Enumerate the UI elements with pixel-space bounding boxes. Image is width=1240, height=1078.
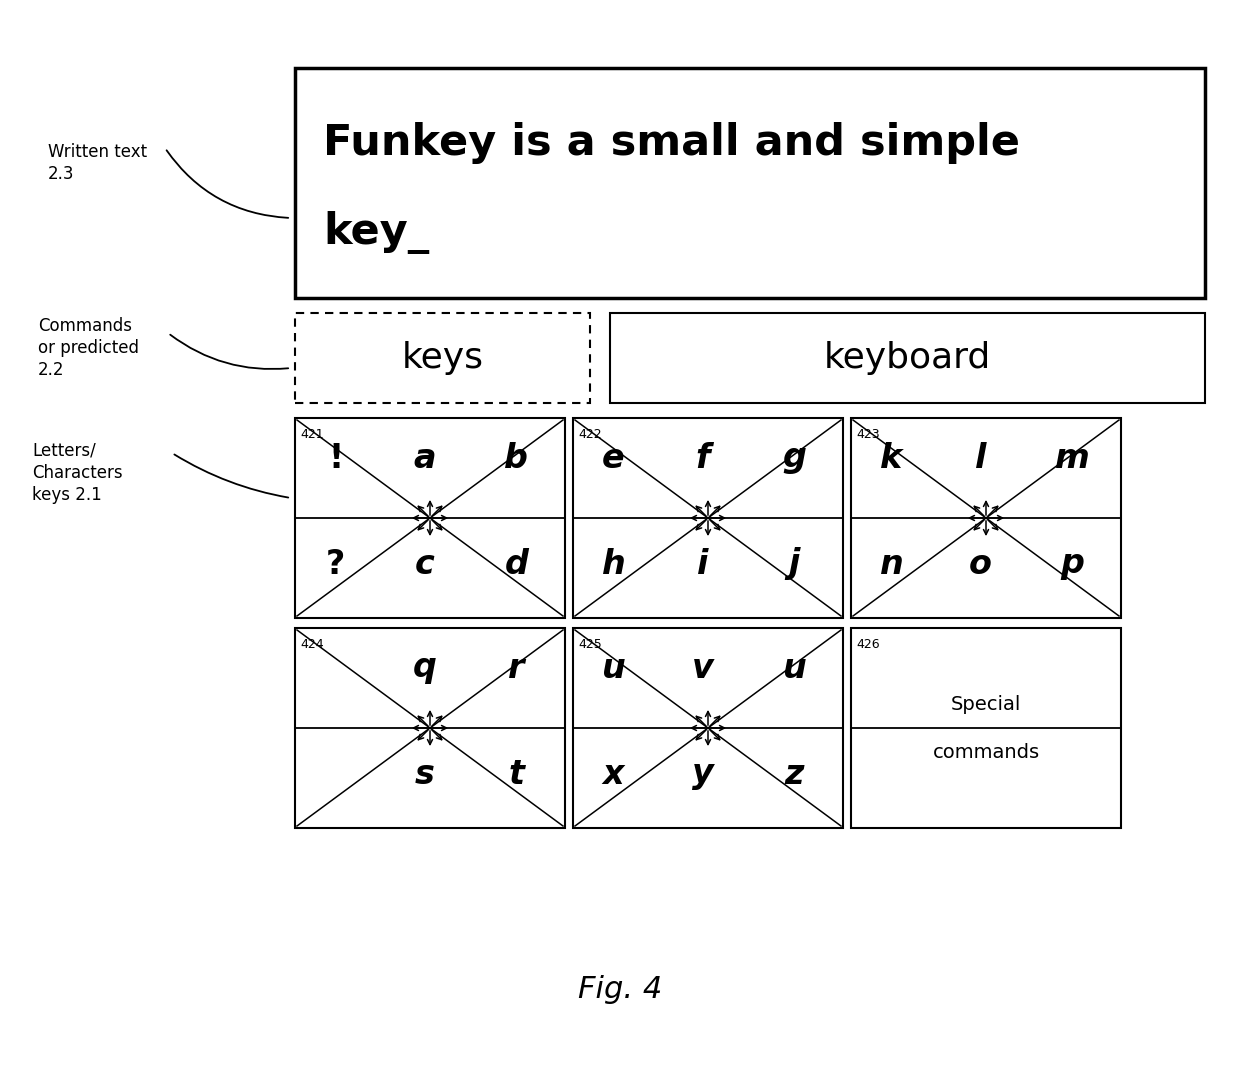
Text: b: b [505,442,528,474]
Bar [851,628,1121,828]
Text: d: d [505,548,528,580]
Bar [573,418,843,618]
Text: ?: ? [326,548,345,580]
Text: 422: 422 [578,428,601,441]
Text: Fig. 4: Fig. 4 [578,976,662,1005]
Text: 425: 425 [578,637,601,650]
Text: f: f [696,442,709,474]
Bar [295,628,565,828]
Text: keyboard: keyboard [823,341,991,375]
Text: 424: 424 [300,637,324,650]
FancyArrowPatch shape [175,455,288,498]
Text: 426: 426 [856,637,879,650]
Text: u: u [601,651,625,685]
Text: i: i [697,548,708,580]
Text: Commands
or predicted
2.2: Commands or predicted 2.2 [38,317,139,379]
Text: k: k [880,442,903,474]
Text: keys: keys [402,341,484,375]
Bar [610,313,1205,403]
Text: m: m [1055,442,1090,474]
Text: l: l [975,442,986,474]
Text: j: j [789,548,800,580]
Bar [851,418,1121,618]
Text: u: u [782,651,806,685]
Text: v: v [692,651,713,685]
Text: y: y [692,758,713,790]
Text: Written text
2.3: Written text 2.3 [48,143,148,183]
Text: key_: key_ [322,211,429,254]
Text: c: c [414,548,434,580]
Text: z: z [785,758,804,790]
Text: e: e [603,442,625,474]
Text: q: q [413,651,436,685]
Text: s: s [414,758,434,790]
FancyArrowPatch shape [166,150,288,218]
Text: r: r [508,651,525,685]
Text: t: t [508,758,525,790]
Text: Funkey is a small and simple: Funkey is a small and simple [322,122,1021,164]
Text: x: x [603,758,624,790]
Bar [573,628,843,828]
Text: h: h [601,548,625,580]
Text: p: p [1060,548,1084,580]
FancyArrowPatch shape [170,334,288,369]
Text: commands: commands [932,743,1039,761]
Text: Special: Special [951,694,1022,714]
Text: n: n [879,548,904,580]
Text: 421: 421 [300,428,324,441]
Text: g: g [782,442,806,474]
Text: 423: 423 [856,428,879,441]
Bar [295,418,565,618]
Text: !: ! [327,442,343,474]
Text: a: a [413,442,435,474]
Bar [295,68,1205,298]
Text: o: o [970,548,992,580]
Bar [295,313,590,403]
Text: Letters/
Characters
keys 2.1: Letters/ Characters keys 2.1 [32,442,123,505]
